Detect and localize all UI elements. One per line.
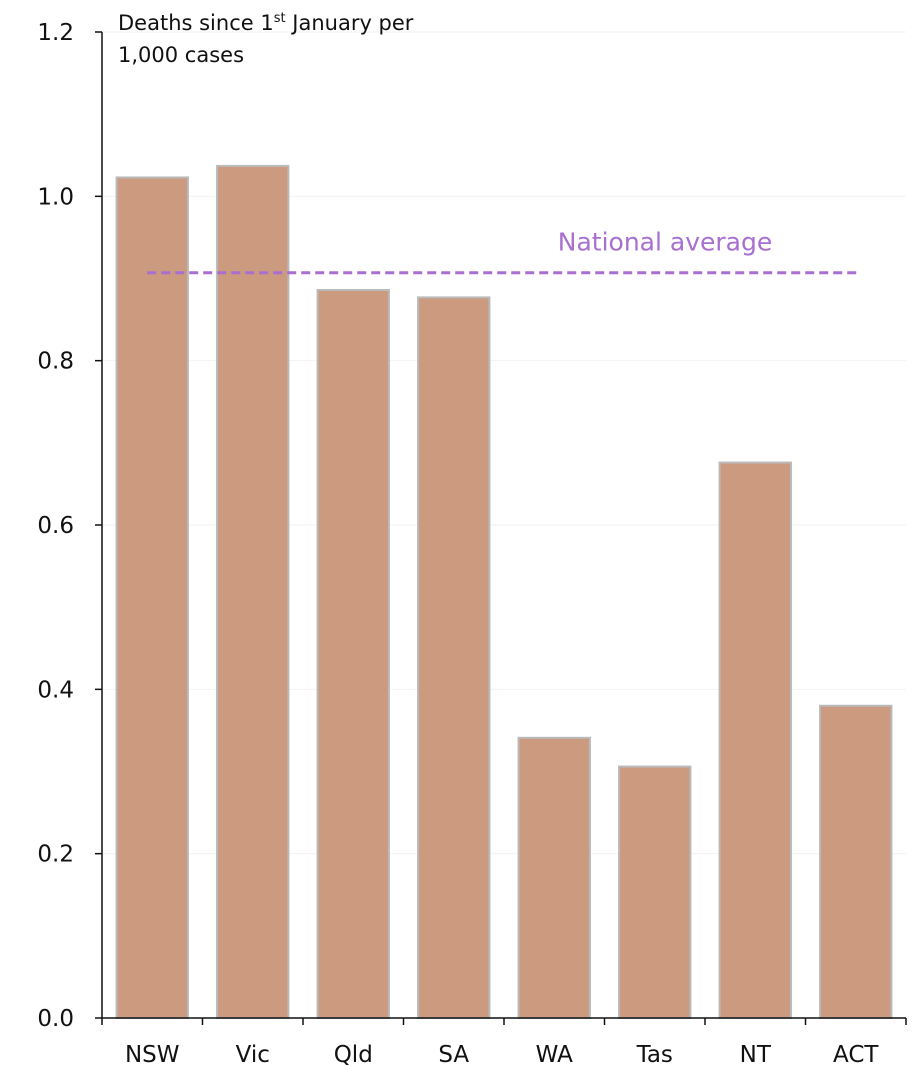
bar-nt: [718, 461, 792, 1019]
bar-sa: [417, 296, 491, 1020]
bar-act: [819, 704, 893, 1019]
x-tick-label-nt: NT: [740, 1042, 772, 1065]
bar-nsw: [115, 176, 189, 1019]
y-tick-label: 0.4: [37, 677, 74, 703]
y-tick-label: 0.6: [37, 513, 74, 539]
bar-vic: [216, 164, 290, 1020]
y-tick-label: 0.8: [37, 349, 74, 375]
x-tick-label-vic: Vic: [236, 1042, 270, 1065]
x-tick-label-qld: Qld: [334, 1042, 373, 1065]
x-tick-label-sa: SA: [438, 1042, 469, 1065]
y-axis-label-prefix: Deaths since 1: [118, 11, 274, 35]
bars: [115, 164, 893, 1020]
bar-wa: [517, 736, 591, 1019]
y-axis-label-line2: 1,000 cases: [118, 43, 244, 67]
x-ticks: NSW Vic Qld SA WA Tas NT ACT: [101, 1018, 907, 1065]
y-axis-label-suffix: January per: [286, 11, 414, 35]
x-tick-label-nsw: NSW: [125, 1042, 180, 1065]
bar-tas: [618, 765, 692, 1019]
y-ticks: 0.0 0.2 0.4 0.6 0.8 1.0 1.2: [37, 20, 102, 1032]
y-axis-label-superscript: st: [274, 11, 286, 26]
bar-qld: [316, 289, 390, 1019]
y-tick-label: 0.0: [37, 1006, 74, 1032]
y-axis-label-line1: Deaths since 1st January per: [118, 11, 414, 35]
x-tick-label-tas: Tas: [636, 1042, 673, 1065]
x-tick-label-wa: WA: [536, 1042, 573, 1065]
y-tick-label: 1.0: [37, 184, 74, 210]
y-tick-label: 1.2: [37, 20, 74, 46]
national-average-label: National average: [558, 228, 772, 257]
x-tick-label-act: ACT: [833, 1042, 879, 1065]
national-average: National average: [147, 228, 861, 275]
y-axis-label: Deaths since 1st January per 1,000 cases: [118, 11, 414, 67]
y-tick-label: 0.2: [37, 842, 74, 868]
